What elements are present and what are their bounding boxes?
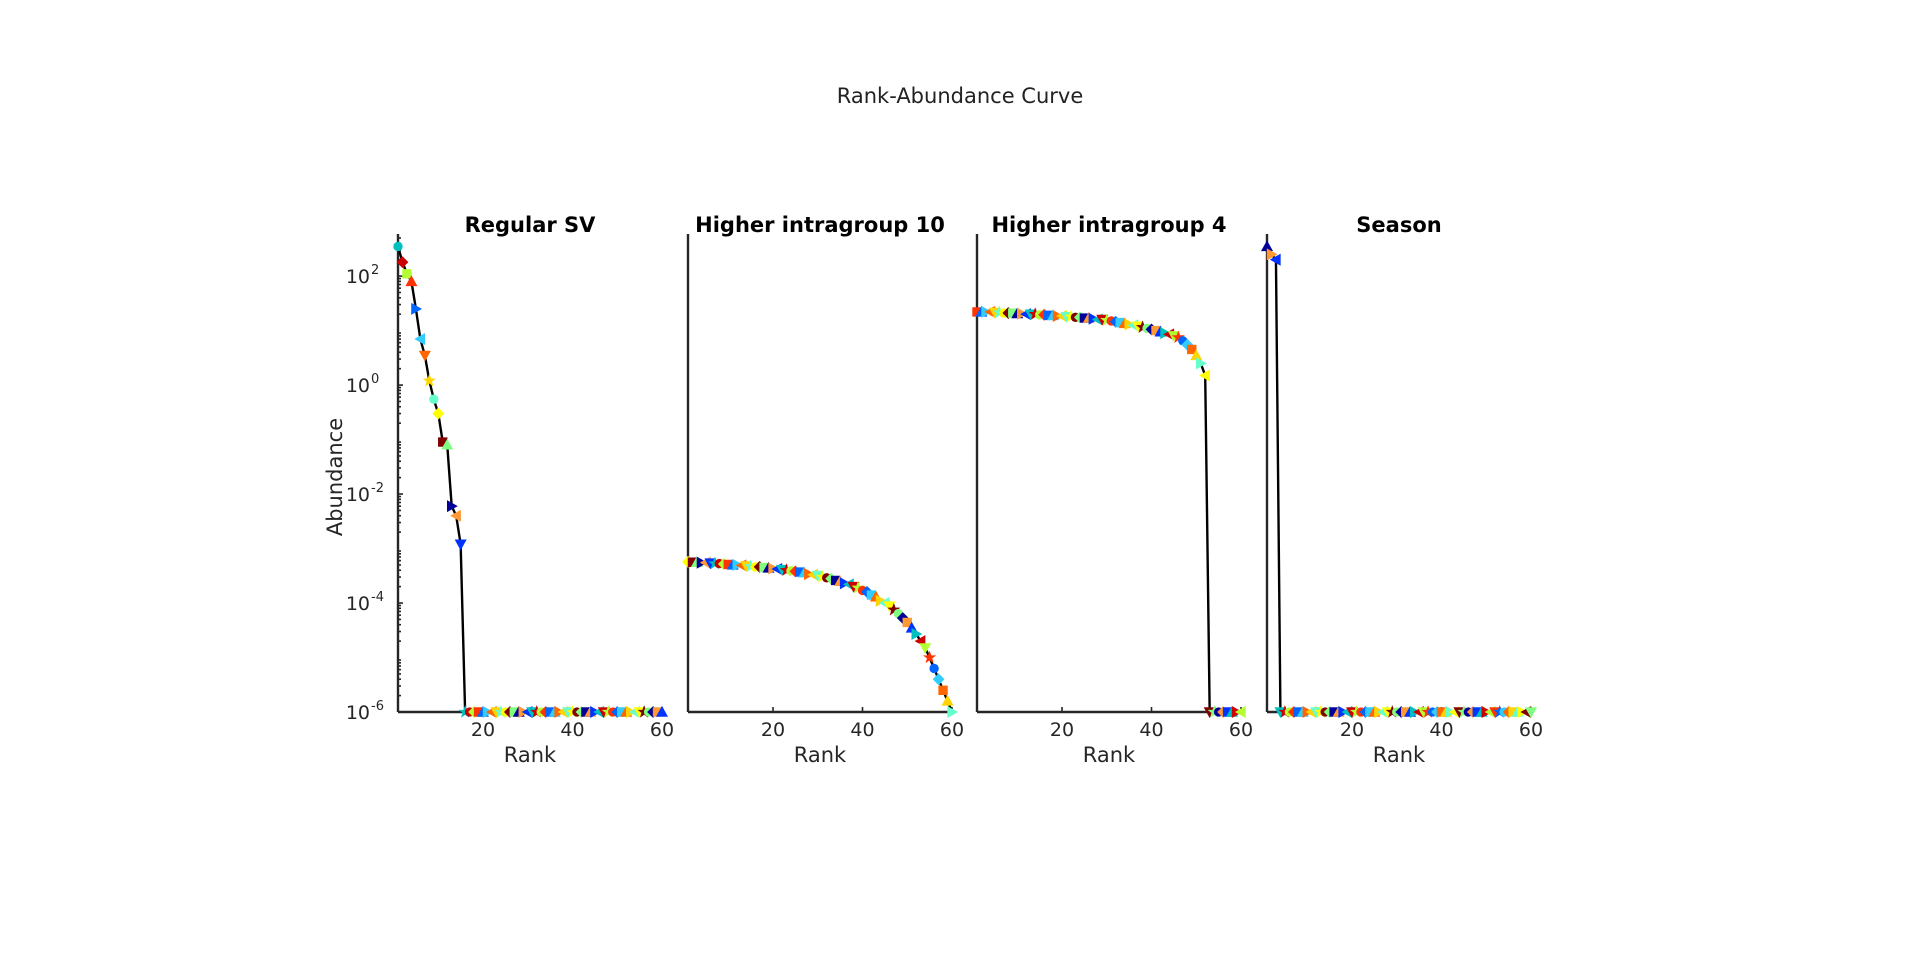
- data-point: [414, 333, 426, 346]
- x-axis-label: Rank: [1083, 743, 1136, 767]
- data-point: [411, 302, 423, 315]
- x-tick-label: 40: [560, 719, 584, 741]
- y-tick-label: 10: [346, 484, 370, 506]
- x-axis-label: Rank: [794, 743, 847, 767]
- data-point: [919, 643, 932, 655]
- data-point: [911, 627, 923, 641]
- x-axis-label: Rank: [504, 743, 557, 767]
- data-point: [941, 694, 954, 706]
- y-tick-label: 10: [346, 375, 370, 397]
- data-point: [441, 438, 454, 450]
- rank-abundance-line: [396, 246, 662, 714]
- data-point: [929, 663, 939, 674]
- data-point: [432, 407, 445, 420]
- data-point: [923, 650, 937, 664]
- data-point: [402, 269, 412, 279]
- x-tick-label: 60: [1519, 719, 1543, 741]
- data-point: [1196, 357, 1207, 370]
- x-tick-label: 20: [471, 719, 495, 741]
- x-tick-label: 40: [1429, 719, 1453, 741]
- data-point: [1269, 253, 1281, 266]
- panel-title: Higher intragroup 10: [695, 213, 945, 237]
- x-axis-label: Rank: [1373, 743, 1426, 767]
- data-point: [947, 705, 959, 719]
- panel-2: Higher intragroup 10 20 40 60 Rank: [682, 213, 964, 767]
- data-point: [446, 500, 458, 513]
- rank-abundance-line: [1265, 245, 1531, 714]
- y-tick-exponent: -6: [371, 699, 384, 714]
- data-point: [883, 601, 896, 613]
- panel-title: Higher intragroup 4: [991, 213, 1226, 237]
- data-point: [393, 241, 403, 252]
- data-point: [429, 394, 439, 404]
- data-point: [1199, 369, 1210, 382]
- y-tick-exponent: 2: [371, 263, 379, 278]
- y-tick-exponent: -4: [371, 590, 384, 605]
- x-tick-label: 60: [650, 719, 674, 741]
- data-point: [932, 673, 945, 686]
- y-tick-exponent: -2: [371, 481, 384, 496]
- y-tick-label: 10: [346, 266, 370, 288]
- y-axis-label: Abundance: [323, 418, 347, 536]
- panel-4: Season 20 40 60 Rank: [1260, 213, 1543, 767]
- rank-abundance-line: [977, 310, 1241, 714]
- data-point: [1266, 248, 1278, 261]
- data-point: [450, 509, 461, 522]
- x-tick-label: 20: [1340, 719, 1364, 741]
- y-tick-exponent: 0: [371, 372, 379, 387]
- panel-title: Regular SV: [465, 213, 597, 237]
- data-point: [1160, 327, 1172, 340]
- x-tick-label: 40: [1139, 719, 1163, 741]
- data-point: [422, 373, 436, 387]
- x-tick-label: 60: [940, 719, 964, 741]
- x-tick-label: 60: [1229, 719, 1253, 741]
- data-point: [655, 705, 669, 717]
- data-point: [1234, 705, 1246, 719]
- x-tick-label: 20: [761, 719, 785, 741]
- x-tick-label: 20: [1050, 719, 1074, 741]
- panel-3: Higher intragroup 4 20 40 60 Rank: [972, 213, 1253, 767]
- data-point: [454, 539, 467, 551]
- data-point: [418, 350, 431, 362]
- panel-title: Season: [1356, 213, 1441, 237]
- data-point: [396, 256, 409, 269]
- y-tick-label: 10: [346, 702, 370, 724]
- x-tick-label: 40: [850, 719, 874, 741]
- data-point: [405, 275, 418, 287]
- data-point: [938, 685, 948, 696]
- data-point: [1524, 707, 1538, 719]
- y-tick-label: 10: [346, 593, 370, 615]
- figure-title: Rank-Abundance Curve: [837, 84, 1084, 108]
